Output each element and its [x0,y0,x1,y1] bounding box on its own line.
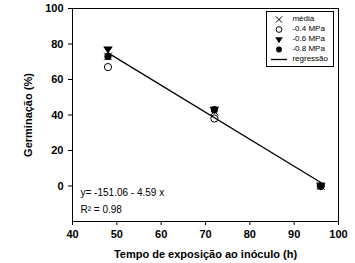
svg-text:0: 0 [57,180,63,192]
svg-text:60: 60 [51,73,63,85]
svg-text:60: 60 [155,228,167,240]
svg-text:Tempo de exposição ao inóculo: Tempo de exposição ao inóculo (h) [114,248,297,260]
svg-text:y= -151.06 - 4.59 x: y= -151.06 - 4.59 x [81,187,165,198]
svg-text:20: 20 [51,144,63,156]
svg-text:70: 70 [199,228,211,240]
svg-text:100: 100 [45,2,63,14]
html-text:-0.6 MPa: -0.6 MPa [292,34,325,43]
svg-text:100: 100 [329,228,347,240]
svg-text:80: 80 [51,38,63,50]
svg-text:50: 50 [111,228,123,240]
html-text:média: média [292,14,315,23]
svg-text:Germinação (%): Germinação (%) [22,73,34,157]
svg-text:R² = 0.98: R² = 0.98 [81,204,123,215]
html-text:regressão: regressão [292,54,328,63]
svg-text:80: 80 [244,228,256,240]
svg-text:40: 40 [66,228,78,240]
svg-text:90: 90 [288,228,300,240]
svg-text:40: 40 [51,109,63,121]
html-text:-0.4 MPa: -0.4 MPa [292,24,325,33]
html-text:-0.8 MPa: -0.8 MPa [292,44,325,53]
